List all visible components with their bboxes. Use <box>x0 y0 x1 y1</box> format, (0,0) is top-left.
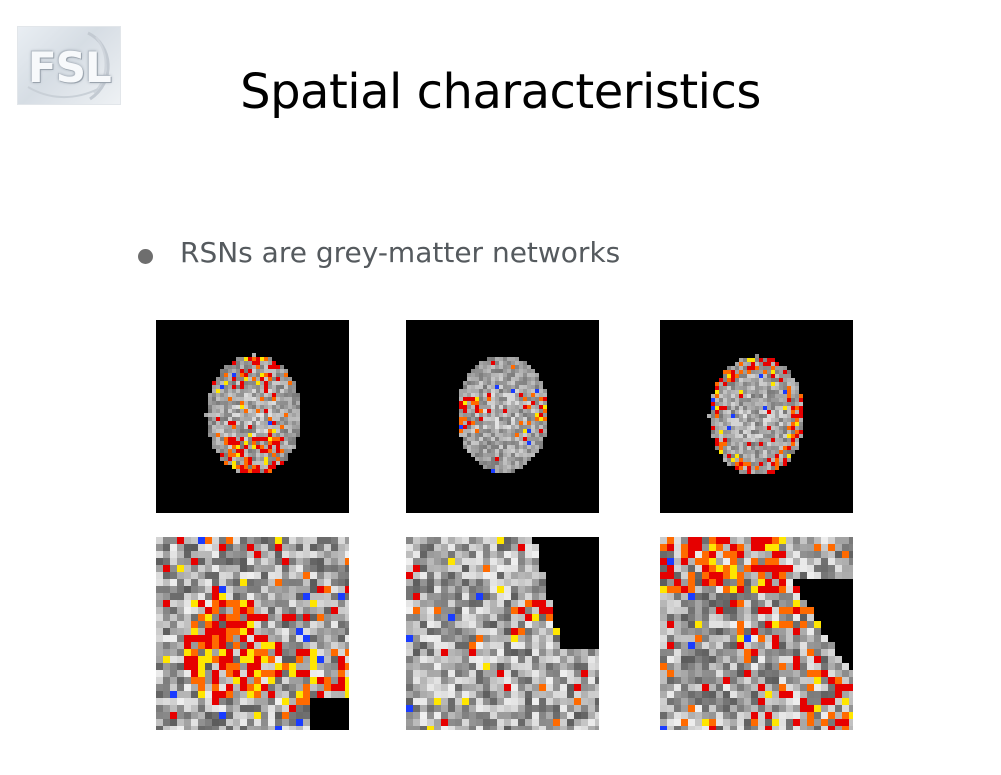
zoom-image <box>156 537 349 730</box>
slide-title: Spatial characteristics <box>240 64 761 120</box>
bullet-text: RSNs are grey-matter networks <box>180 236 621 269</box>
brain-image <box>406 320 599 513</box>
brain-panel-top-1 <box>156 320 349 513</box>
brain-image <box>156 320 349 513</box>
brain-panel-zoom-3 <box>660 537 853 730</box>
zoom-image <box>660 537 853 730</box>
logo-swirl-graphic <box>27 31 110 101</box>
brain-panel-zoom-1 <box>156 537 349 730</box>
brain-panel-top-2 <box>406 320 599 513</box>
fsl-logo: FSL <box>17 26 121 105</box>
brain-panel-top-3 <box>660 320 853 513</box>
brain-panel-zoom-2 <box>406 537 599 730</box>
logo-text: FSL <box>28 43 112 92</box>
brain-image <box>660 320 853 513</box>
bullet-dot <box>138 249 153 264</box>
zoom-image <box>406 537 599 730</box>
